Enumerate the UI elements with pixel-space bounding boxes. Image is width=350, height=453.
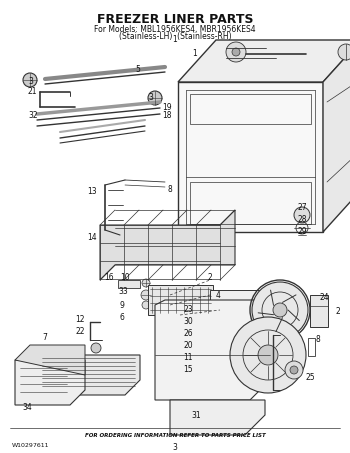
Polygon shape xyxy=(38,355,140,395)
Text: 1: 1 xyxy=(192,48,197,58)
Text: 9: 9 xyxy=(120,300,125,309)
Text: 28: 28 xyxy=(298,216,308,225)
Circle shape xyxy=(252,282,308,338)
Circle shape xyxy=(290,366,298,374)
Bar xyxy=(178,82,323,232)
Circle shape xyxy=(338,44,350,60)
Text: W10297611: W10297611 xyxy=(12,443,49,448)
Text: 1: 1 xyxy=(173,35,177,44)
Text: 2: 2 xyxy=(335,308,340,317)
Text: 13: 13 xyxy=(87,188,97,197)
Bar xyxy=(210,290,260,304)
Text: 10: 10 xyxy=(120,274,130,283)
Text: 12: 12 xyxy=(75,315,84,324)
Text: (Stainless-LH)  (Stainless-RH): (Stainless-LH) (Stainless-RH) xyxy=(119,32,231,41)
Bar xyxy=(118,280,140,288)
Text: 26: 26 xyxy=(183,329,193,338)
Circle shape xyxy=(23,73,37,87)
Text: 3: 3 xyxy=(28,77,33,87)
Text: 3: 3 xyxy=(173,443,177,452)
Text: 29: 29 xyxy=(298,227,308,236)
Text: 19: 19 xyxy=(162,103,172,112)
Text: 34: 34 xyxy=(22,404,32,413)
Text: 3: 3 xyxy=(148,93,153,102)
Text: 16: 16 xyxy=(104,274,114,283)
Text: 11: 11 xyxy=(183,353,193,362)
Text: 4: 4 xyxy=(216,290,220,299)
Polygon shape xyxy=(170,400,265,435)
Text: 18: 18 xyxy=(162,111,172,120)
Circle shape xyxy=(258,345,278,365)
Text: 5: 5 xyxy=(135,66,140,74)
Polygon shape xyxy=(155,300,270,400)
Circle shape xyxy=(294,207,310,223)
Polygon shape xyxy=(178,40,350,82)
Circle shape xyxy=(142,301,150,309)
Text: 30: 30 xyxy=(183,318,193,327)
Circle shape xyxy=(148,91,162,105)
Text: 7: 7 xyxy=(42,333,47,342)
Circle shape xyxy=(141,290,151,300)
Text: 33: 33 xyxy=(118,288,128,297)
Circle shape xyxy=(91,343,101,353)
Text: 8: 8 xyxy=(167,185,172,194)
Circle shape xyxy=(230,317,306,393)
Text: 22: 22 xyxy=(75,328,84,337)
Text: FOR ORDERING INFORMATION REFER TO PARTS PRICE LIST: FOR ORDERING INFORMATION REFER TO PARTS … xyxy=(85,433,265,438)
Text: 23: 23 xyxy=(183,305,193,314)
Bar xyxy=(148,285,213,315)
Polygon shape xyxy=(323,40,350,232)
Polygon shape xyxy=(15,345,85,375)
Circle shape xyxy=(285,361,303,379)
Text: FREEZER LINER PARTS: FREEZER LINER PARTS xyxy=(97,13,253,26)
Text: 14: 14 xyxy=(87,232,97,241)
Text: 2: 2 xyxy=(207,274,212,283)
Text: 25: 25 xyxy=(305,374,315,382)
Circle shape xyxy=(226,42,246,62)
Polygon shape xyxy=(15,360,85,405)
Text: 31: 31 xyxy=(191,410,201,419)
Text: 24: 24 xyxy=(320,294,330,303)
Text: For Models: MBL1956KES4, MBR1956KES4: For Models: MBL1956KES4, MBR1956KES4 xyxy=(94,25,256,34)
Bar xyxy=(308,338,315,356)
Bar xyxy=(310,295,328,327)
Text: 20: 20 xyxy=(183,342,193,351)
Bar xyxy=(190,94,311,124)
Bar xyxy=(190,182,311,224)
Text: 8: 8 xyxy=(316,336,321,344)
Text: 15: 15 xyxy=(183,366,193,375)
Text: 27: 27 xyxy=(298,203,308,212)
Text: 21: 21 xyxy=(28,87,37,96)
Circle shape xyxy=(232,48,240,56)
Circle shape xyxy=(273,303,287,317)
Polygon shape xyxy=(100,210,235,280)
Text: 32: 32 xyxy=(28,111,38,120)
Circle shape xyxy=(142,279,150,287)
Text: 6: 6 xyxy=(120,313,125,322)
